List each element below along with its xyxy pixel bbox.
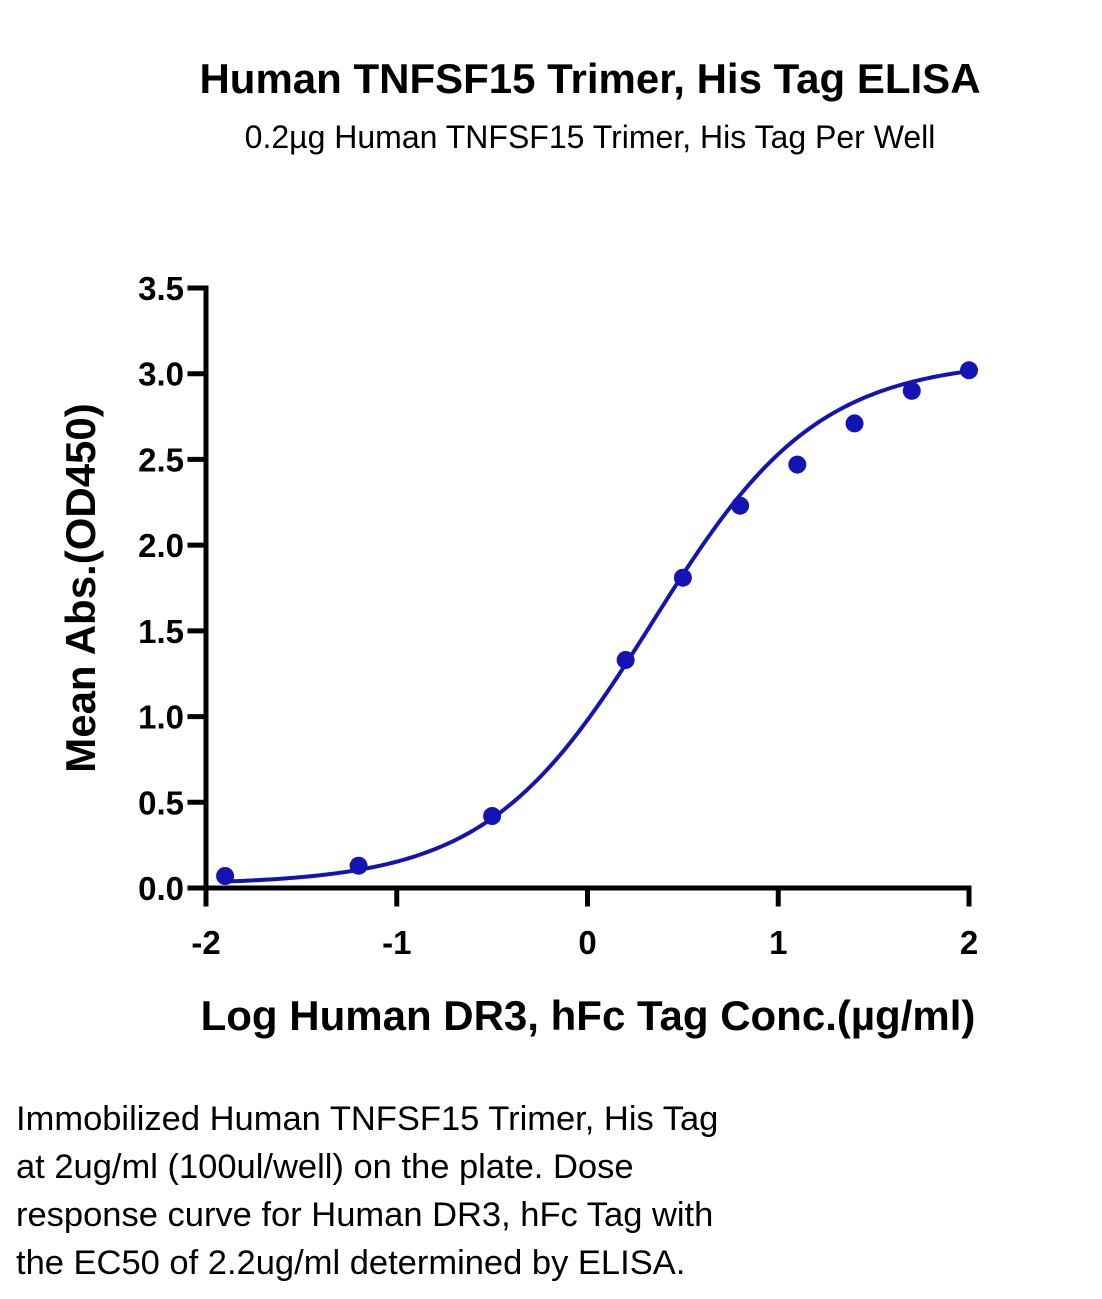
x-axis-label: Log Human DR3, hFc Tag Conc.(µg/ml) xyxy=(201,992,976,1039)
fit-curve-group xyxy=(225,369,970,884)
data-points xyxy=(216,361,978,885)
y-axis-label: Mean Abs.(OD450) xyxy=(57,403,104,773)
figure-caption: Immobilized Human TNFSF15 Trimer, His Ta… xyxy=(16,1095,1076,1287)
x-tick-label: 0 xyxy=(578,924,596,961)
data-point xyxy=(902,381,921,400)
chart-subtitle: 0.2µg Human TNFSF15 Trimer, His Tag Per … xyxy=(245,119,936,155)
data-point xyxy=(673,568,692,587)
y-tick-label: 1.0 xyxy=(138,699,184,736)
fit-curve xyxy=(225,369,970,884)
chart: Human TNFSF15 Trimer, His Tag ELISA 0.2µ… xyxy=(57,55,981,1039)
data-point xyxy=(483,807,502,825)
data-point xyxy=(616,651,635,669)
data-point xyxy=(845,414,864,433)
caption-line: response curve for Human DR3, hFc Tag wi… xyxy=(16,1196,714,1234)
data-point xyxy=(788,455,807,474)
caption-line: the EC50 of 2.2ug/ml determined by ELISA… xyxy=(16,1244,686,1282)
y-tick-label: 3.5 xyxy=(138,270,184,307)
caption-line: Immobilized Human TNFSF15 Trimer, His Ta… xyxy=(16,1100,719,1138)
data-point xyxy=(960,361,978,380)
y-tick-label: 3.0 xyxy=(138,356,184,393)
data-point xyxy=(349,856,368,875)
y-tick-label: 2.0 xyxy=(138,527,184,564)
x-tick-label: -2 xyxy=(191,924,220,961)
x-tick-label: 1 xyxy=(769,924,787,961)
data-point xyxy=(216,867,235,885)
y-tick-label: 0.5 xyxy=(138,784,184,821)
x-tick-label: -1 xyxy=(382,924,411,961)
y-tick-label: 2.5 xyxy=(138,441,184,478)
y-tick-label: 0.0 xyxy=(138,870,184,907)
caption-line: at 2ug/ml (100ul/well) on the plate. Dos… xyxy=(16,1148,634,1186)
chart-title: Human TNFSF15 Trimer, His Tag ELISA xyxy=(199,55,980,102)
axes: 0.0 0.5 1.0 1.5 2.0 2.5 3.0 3.5 -2 -1 0 1 2 xyxy=(138,270,978,961)
x-tick-label: 2 xyxy=(960,924,978,961)
y-tick-label: 1.5 xyxy=(138,613,184,650)
data-point xyxy=(731,496,750,515)
